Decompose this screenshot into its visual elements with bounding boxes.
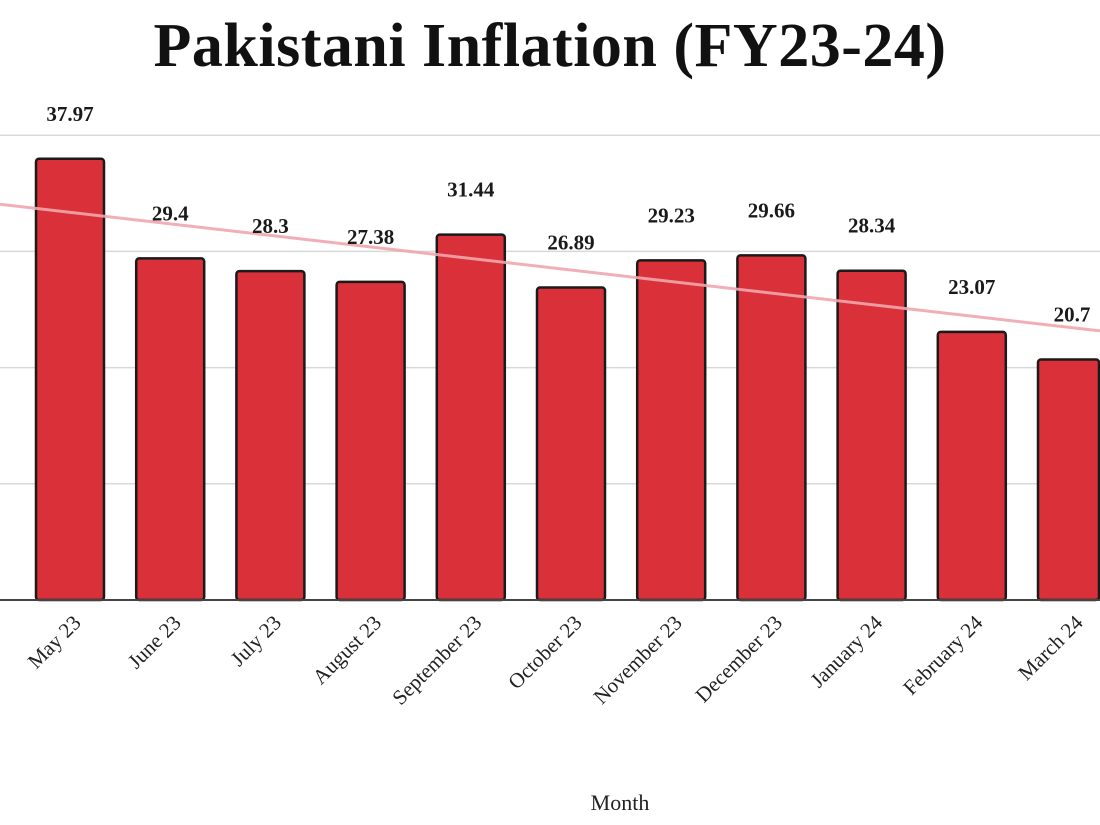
data-label: 23.07	[948, 275, 995, 299]
data-label: 28.34	[848, 214, 896, 238]
data-label: 20.7	[1054, 302, 1091, 326]
bar	[936, 330, 1008, 602]
bar	[435, 233, 507, 602]
x-tick-label: October 23	[503, 611, 586, 694]
data-label: 29.23	[648, 203, 695, 227]
x-tick-label: May 23	[23, 611, 86, 674]
data-label: 26.89	[547, 231, 594, 255]
bars	[0, 157, 1100, 602]
x-tick-label: January 24	[805, 610, 887, 692]
data-label: 28.3	[252, 214, 289, 238]
data-label: 29.4	[152, 201, 189, 225]
bar	[335, 280, 406, 602]
bar	[235, 269, 306, 602]
trendline	[0, 202, 1100, 333]
x-tick-label: August 23	[308, 611, 386, 689]
x-tick-label: September 23	[387, 611, 486, 710]
bar	[635, 259, 707, 602]
bar	[34, 157, 106, 602]
x-tick-label: November 23	[589, 611, 687, 709]
x-tick-label: March 24	[1013, 610, 1088, 685]
x-tick-label: July 23	[226, 611, 286, 671]
bar	[535, 286, 607, 602]
x-tick-label: February 24	[898, 610, 987, 699]
bar	[134, 257, 206, 602]
x-tick-label: December 23	[690, 611, 787, 708]
x-tick-labels: May 23 June 23 July 23 August 23 September 2…	[23, 610, 1088, 709]
bar	[736, 254, 807, 602]
value-labels: 37.97 29.4 28.3 27.38 31.44 26.89 29.23 29.66 28…	[46, 102, 1090, 327]
data-label: 31.44	[447, 178, 495, 202]
bar	[1036, 358, 1100, 602]
x-tick-label: June 23	[123, 611, 186, 674]
chart-title: Pakistani Inflation (FY23-24)	[153, 12, 947, 80]
x-axis-title: Month	[591, 790, 650, 815]
data-label: 27.38	[347, 225, 394, 249]
bar	[836, 269, 907, 602]
trendline-layer	[0, 202, 1100, 333]
data-label: 29.66	[748, 198, 795, 222]
data-label: 37.97	[46, 102, 93, 126]
